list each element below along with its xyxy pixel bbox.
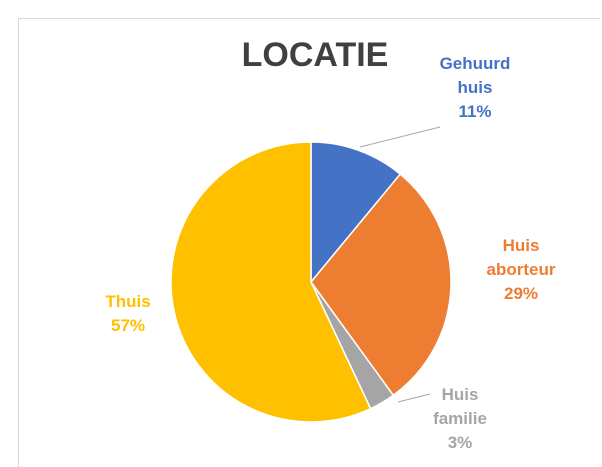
category-label: Huis familie: [433, 385, 487, 428]
category-label: Thuis: [105, 292, 151, 311]
leader-line: [359, 126, 441, 148]
category-label: Gehuurd huis: [439, 54, 511, 97]
data-label: Huis aborteur 29%: [476, 234, 566, 306]
data-label: Gehuurd huis 11%: [430, 52, 520, 124]
value-label: 57%: [110, 316, 146, 335]
chart-frame: [18, 18, 600, 467]
pie-slice: [310, 173, 452, 397]
data-label: Huis familie 3%: [420, 383, 500, 455]
pie-slice: [170, 141, 372, 423]
leader-line: [397, 393, 431, 403]
data-label: Thuis 57%: [88, 290, 168, 338]
pie-slice: [310, 141, 402, 285]
value-label: 11%: [458, 102, 492, 121]
category-label: Huis aborteur: [486, 236, 556, 279]
value-label: 29%: [503, 284, 539, 303]
value-label: 3%: [447, 433, 473, 452]
chart-title: LOCATIE: [241, 36, 389, 74]
